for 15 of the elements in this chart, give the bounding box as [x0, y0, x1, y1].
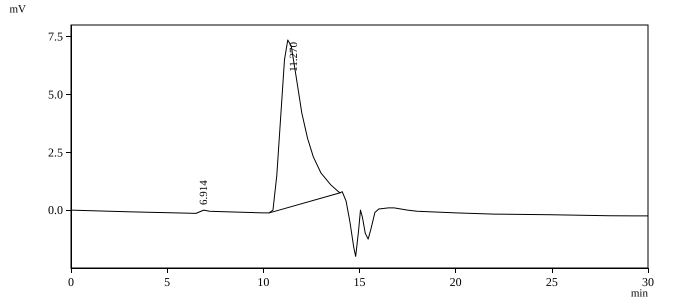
annotation: 11.270 [288, 42, 300, 72]
y-axis-title: mV [10, 4, 26, 16]
y-tick-label: 5.0 [48, 87, 63, 102]
x-tick-label: 25 [546, 275, 558, 289]
annotation: 6.914 [198, 180, 210, 205]
x-tick-label: 20 [450, 275, 462, 289]
x-axis-title: min [630, 288, 648, 300]
y-tick-label: 2.5 [48, 145, 63, 160]
x-tick-label: 15 [354, 275, 366, 289]
y-tick-label: 7.5 [48, 30, 63, 44]
x-tick-label: 5 [164, 275, 170, 289]
x-tick-label: 0 [68, 275, 74, 289]
x-tick-label: 30 [642, 275, 654, 289]
x-tick-label: 10 [257, 275, 270, 289]
y-tick-label: 0.0 [48, 203, 63, 218]
